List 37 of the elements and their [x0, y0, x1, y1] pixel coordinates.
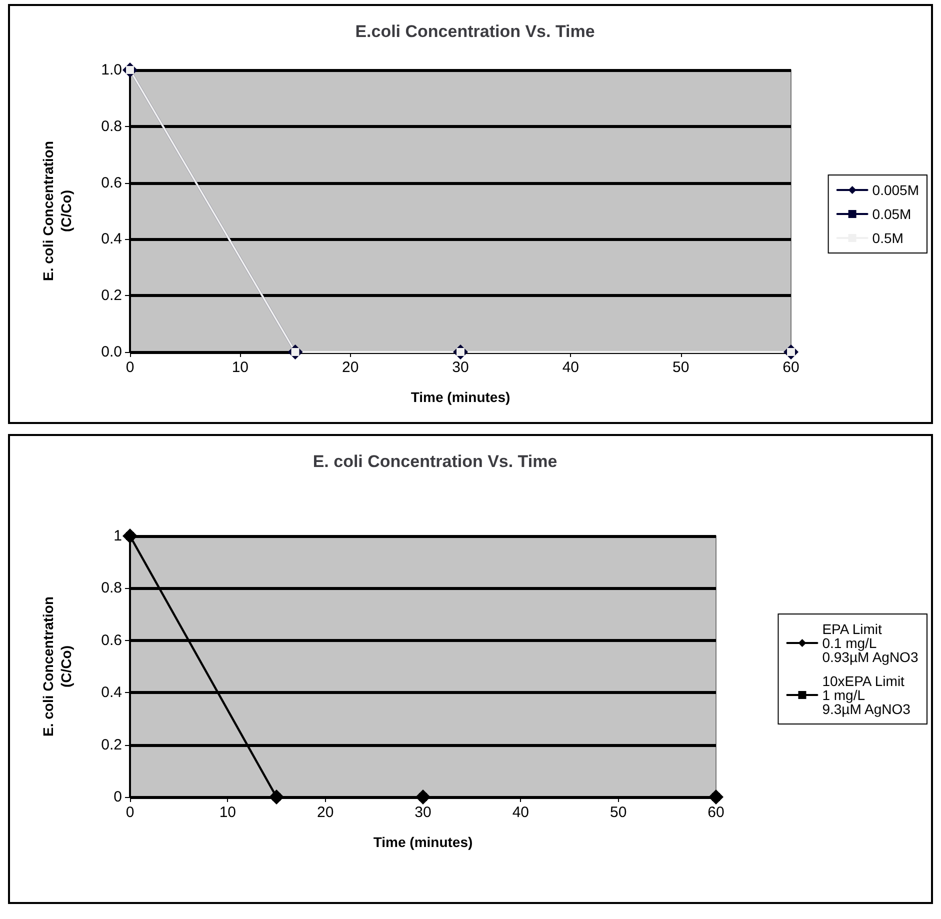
x-tick-label: 60 — [782, 359, 800, 376]
x-tick-label: 10 — [232, 359, 249, 376]
x-tick-label: 0 — [126, 359, 134, 376]
y-tick-label: 0.2 — [101, 287, 122, 304]
y-tick-label: 0.2 — [101, 736, 122, 754]
y-tick-label: 1.0 — [101, 62, 122, 78]
y-tick-label: 0.8 — [101, 580, 122, 597]
x-tick-label: 50 — [672, 359, 690, 376]
legend-label: 10xEPA Limit 1 mg/L 9.3µM AgNO3 — [822, 673, 911, 717]
x-axis-title: Time (minutes) — [373, 834, 473, 850]
legend-label: 0.005M — [872, 182, 920, 198]
y-tick-label: 0.4 — [101, 684, 122, 702]
x-tick-label: 20 — [342, 359, 359, 376]
x-axis-title: Time (minutes) — [410, 389, 510, 405]
legend-label: 0.5M — [872, 230, 904, 246]
x-tick-label: 40 — [512, 804, 530, 821]
x-tick-label: 0 — [126, 804, 134, 821]
x-tick-label: 60 — [708, 804, 724, 821]
x-tick-label: 10 — [219, 804, 236, 821]
y-tick-label: 0.6 — [101, 632, 122, 649]
y-tick-label: 0.6 — [101, 174, 122, 192]
chart-title: E.coli Concentration Vs. Time — [355, 22, 595, 41]
y-axis-title: E. coli Concentration (C/Co) — [40, 140, 74, 282]
x-tick-label: 20 — [316, 804, 334, 821]
x-tick-label: 50 — [610, 804, 627, 821]
y-tick-label: 1 — [114, 528, 122, 544]
x-tick-label: 30 — [452, 359, 469, 376]
legend-label: 0.05M — [872, 206, 912, 222]
y-tick-label: 0.8 — [101, 118, 122, 135]
y-tick-label: 0.0 — [101, 344, 122, 360]
chart-title: E. coli Concentration Vs. Time — [312, 452, 558, 471]
x-tick-label: 30 — [414, 804, 432, 821]
y-tick-label: 0.4 — [101, 230, 122, 248]
legend-label: EPA Limit 0.1 mg/L 0.93µM AgNO3 — [822, 621, 918, 665]
x-tick-label: 40 — [562, 359, 580, 376]
y-axis-title: E. coli Concentration (C/Co) — [40, 596, 74, 737]
y-tick-label: 0 — [114, 788, 122, 806]
